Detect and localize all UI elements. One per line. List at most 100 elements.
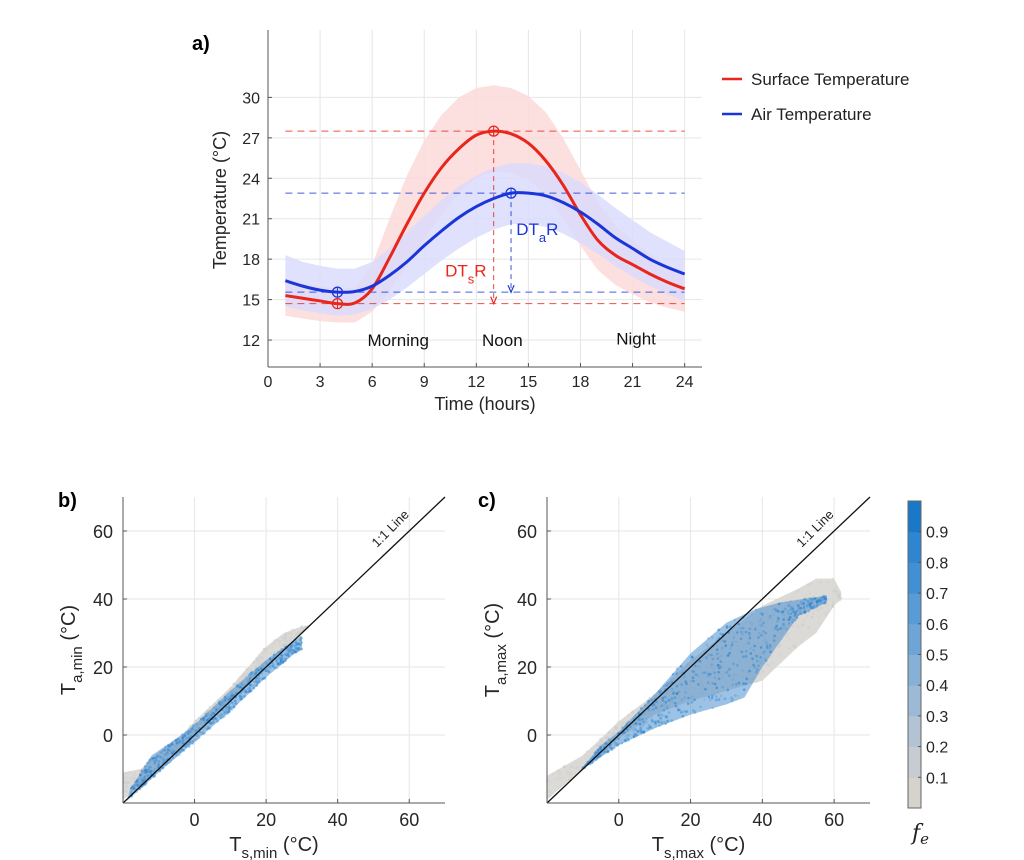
- scatter-point: [706, 681, 710, 684]
- scatter-point: [603, 750, 607, 754]
- scatter-point: [759, 656, 762, 659]
- scatter-point: [204, 717, 207, 721]
- scatter-point: [697, 683, 700, 686]
- scatter-point: [223, 699, 227, 702]
- scatter-point: [717, 663, 720, 667]
- scatter-point: [736, 664, 739, 667]
- scatter-point: [290, 632, 294, 636]
- scatter-point: [687, 696, 690, 700]
- scatter-point: [751, 657, 754, 660]
- scatter-point: [647, 699, 650, 703]
- scatter-point: [566, 772, 570, 776]
- scatter-point: [711, 636, 714, 639]
- scatter-point: [837, 595, 841, 599]
- scatter-point: [132, 773, 136, 776]
- scatter-point: [225, 708, 229, 712]
- colorbar-segment: [908, 777, 921, 809]
- scatter-point: [804, 598, 808, 602]
- y-axis-label: Ta,max (°C): [482, 603, 510, 697]
- scatter-point: [827, 580, 831, 584]
- scatter-point: [242, 672, 245, 676]
- scatter-point: [735, 631, 739, 634]
- panel-b-tick-labels: 0 20 40 60 0 20 40 60: [93, 522, 419, 830]
- scatter-point: [802, 602, 806, 605]
- scatter-point: [670, 700, 674, 703]
- scatter-point: [737, 681, 741, 685]
- scatter-point: [208, 712, 212, 715]
- scatter-point: [823, 595, 827, 598]
- scatter-point: [714, 644, 718, 648]
- scatter-point: [125, 794, 129, 798]
- scatter-point: [737, 659, 741, 663]
- scatter-point: [773, 607, 776, 611]
- scatter-point: [166, 748, 170, 751]
- scatter-point: [823, 600, 827, 604]
- scatter-point: [139, 781, 143, 785]
- scatter-point: [137, 781, 140, 785]
- scatter-point: [792, 610, 795, 614]
- scatter-point: [761, 670, 764, 673]
- scatter-point: [699, 681, 702, 685]
- scatter-point: [189, 725, 192, 728]
- scatter-point: [261, 677, 264, 681]
- scatter-point: [287, 632, 291, 636]
- scatter-point: [764, 659, 768, 662]
- scatter-point: [267, 670, 271, 673]
- scatter-point: [256, 661, 259, 665]
- scatter-point: [686, 702, 690, 705]
- scatter-point: [716, 691, 720, 694]
- scatter-point: [585, 750, 589, 754]
- scatter-point: [725, 626, 729, 629]
- scatter-point: [238, 685, 242, 689]
- scatter-point: [748, 636, 752, 640]
- scatter-point: [815, 600, 819, 603]
- scatter-point: [796, 599, 799, 602]
- scatter-point: [594, 751, 598, 754]
- one-to-one-line-label: 1:1 Line: [793, 507, 836, 550]
- scatter-point: [760, 660, 763, 663]
- scatter-point: [180, 748, 184, 751]
- scatter-point: [287, 655, 291, 658]
- scatter-point: [237, 677, 240, 681]
- scatter-point: [634, 728, 637, 731]
- scatter-point: [291, 629, 294, 633]
- scatter-point: [626, 729, 629, 732]
- scatter-point: [796, 613, 799, 617]
- scatter-point: [803, 610, 807, 613]
- scatter-point: [800, 599, 804, 602]
- range-label-sub: s: [468, 272, 475, 287]
- scatter-point: [634, 722, 638, 725]
- scatter-point: [176, 737, 180, 741]
- scatter-point: [558, 772, 562, 776]
- scatter-point: [742, 682, 745, 685]
- scatter-point: [788, 637, 791, 641]
- x-axis-label-sub: s,min: [242, 845, 278, 860]
- scatter-point: [208, 705, 212, 709]
- scatter-point: [677, 708, 681, 712]
- scatter-point: [716, 673, 719, 677]
- panel-b-axes: [122, 497, 445, 804]
- scatter-point: [731, 678, 735, 681]
- scatter-point: [675, 684, 679, 688]
- scatter-point: [768, 644, 772, 647]
- scatter-point: [733, 618, 736, 622]
- scatter-point: [214, 717, 218, 721]
- scatter-point: [173, 750, 176, 753]
- scatter-point: [760, 633, 763, 637]
- scatter-point: [149, 765, 152, 769]
- scatter-point: [155, 755, 159, 758]
- scatter-point: [711, 657, 715, 661]
- scatter-point: [800, 612, 804, 615]
- scatter-point: [639, 729, 642, 732]
- scatter-point: [269, 652, 273, 655]
- scatter-point: [794, 602, 798, 605]
- scatter-point: [280, 653, 283, 657]
- scatter-point: [833, 588, 837, 592]
- scatter-point: [300, 647, 303, 651]
- scatter-point: [250, 669, 254, 672]
- scatter-point: [284, 650, 288, 654]
- scatter-point: [256, 663, 260, 667]
- scatter-point: [253, 660, 257, 664]
- scatter-point: [639, 726, 642, 730]
- scatter-point: [275, 666, 279, 670]
